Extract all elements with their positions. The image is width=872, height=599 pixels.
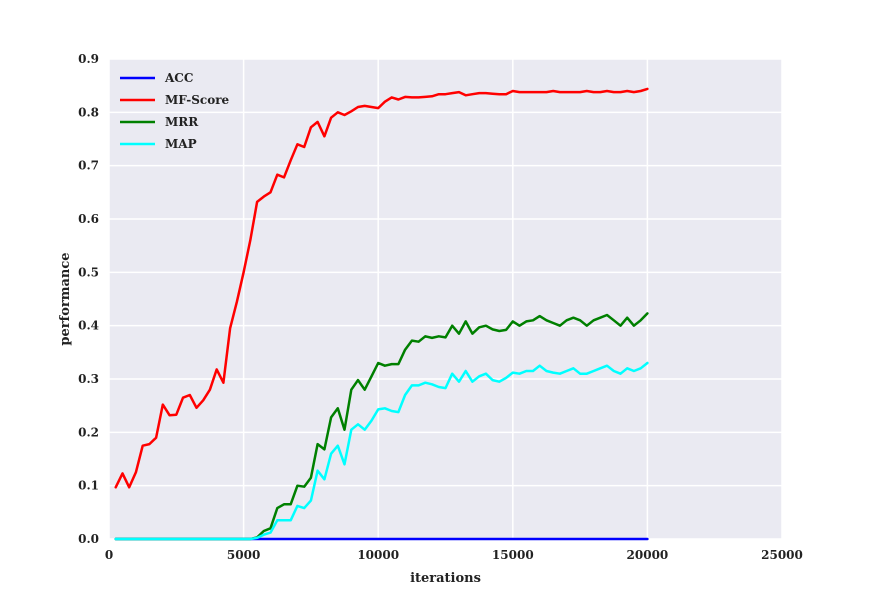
x-tick-label: 10000 xyxy=(357,548,399,562)
y-tick-label: 0.3 xyxy=(78,372,99,386)
series-lines xyxy=(114,87,649,541)
y-tick-label: 0.2 xyxy=(78,425,99,439)
legend: ACC MF-Score MRR MAP xyxy=(120,71,230,151)
y-tick-label: 0.9 xyxy=(78,52,99,66)
x-tick-label: 5000 xyxy=(227,548,260,562)
grid-lines xyxy=(108,58,783,540)
legend-label-mrr: MRR xyxy=(165,115,199,129)
y-axis-label: performance xyxy=(58,252,73,345)
x-tick-label: 0 xyxy=(105,548,113,562)
x-tick-label: 20000 xyxy=(627,548,669,562)
series-line-map xyxy=(114,361,649,541)
y-tick-label: 0.7 xyxy=(78,159,99,173)
x-axis-label: iterations xyxy=(410,571,481,586)
legend-label-acc: ACC xyxy=(164,71,193,85)
legend-label-mf-score: MF-Score xyxy=(165,93,230,107)
series-line-mf-score xyxy=(114,87,649,489)
y-tick-label: 0.6 xyxy=(78,212,99,226)
y-axis-ticks: 0.0 0.1 0.2 0.3 0.4 0.5 0.6 0.7 0.8 0.9 xyxy=(78,52,99,546)
y-tick-label: 0.1 xyxy=(78,479,99,493)
y-tick-label: 0.8 xyxy=(78,105,99,119)
x-axis-ticks: 0 5000 10000 15000 20000 25000 xyxy=(105,548,803,562)
y-tick-label: 0.4 xyxy=(78,319,99,333)
y-tick-label: 0.0 xyxy=(78,532,99,546)
legend-label-map: MAP xyxy=(165,137,197,151)
y-tick-label: 0.5 xyxy=(78,265,99,279)
x-tick-label: 15000 xyxy=(492,548,534,562)
plot-background xyxy=(109,59,782,539)
x-tick-label: 25000 xyxy=(761,548,803,562)
